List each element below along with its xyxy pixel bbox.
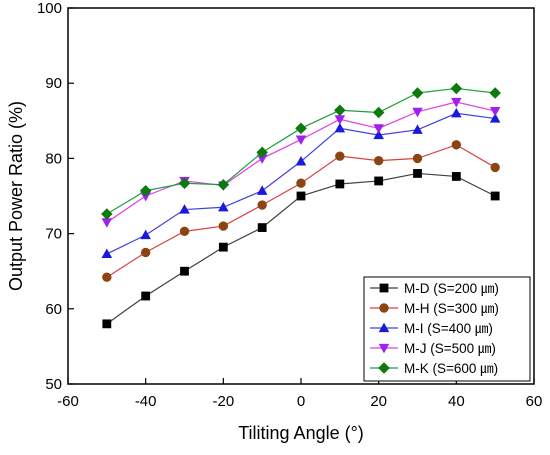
series-2 bbox=[102, 140, 500, 282]
data-point bbox=[451, 172, 461, 181]
data-point bbox=[490, 162, 500, 173]
series-5 bbox=[101, 82, 501, 220]
y-tick-label: 60 bbox=[45, 301, 62, 318]
legend-label: M-J (S=500 ㎛) bbox=[404, 341, 496, 357]
legend: M-D (S=200 ㎛) M-H (S=300 ㎛) M-I (S=400 ㎛) M… bbox=[363, 276, 531, 382]
data-point bbox=[372, 106, 385, 119]
data-point bbox=[257, 200, 267, 210]
x-tick-label: -40 bbox=[135, 393, 157, 410]
data-point bbox=[413, 169, 422, 178]
series-3 bbox=[101, 107, 501, 258]
data-point bbox=[412, 153, 423, 164]
data-point bbox=[218, 201, 229, 212]
y-tick-label: 100 bbox=[37, 0, 62, 17]
data-point bbox=[374, 176, 384, 186]
data-point bbox=[102, 272, 112, 282]
y-tick-label: 90 bbox=[45, 75, 62, 92]
data-point bbox=[378, 343, 390, 354]
data-point bbox=[101, 248, 113, 258]
y-tick-label: 50 bbox=[45, 376, 62, 393]
data-point bbox=[451, 140, 462, 150]
data-point bbox=[379, 303, 389, 313]
data-point bbox=[178, 177, 191, 189]
data-point bbox=[139, 184, 152, 197]
data-point bbox=[335, 151, 345, 161]
data-point bbox=[489, 113, 501, 123]
data-point bbox=[257, 223, 267, 232]
data-point bbox=[140, 229, 151, 240]
data-point bbox=[141, 291, 151, 301]
data-point bbox=[379, 283, 389, 293]
legend-label: M-D (S=200 ㎛) bbox=[404, 281, 499, 297]
data-point bbox=[256, 146, 268, 159]
data-point bbox=[102, 319, 112, 329]
legend-label: M-K (S=600 ㎛) bbox=[404, 361, 498, 377]
data-point bbox=[101, 208, 113, 220]
data-point bbox=[378, 362, 390, 374]
legend-label: M-H (S=300 ㎛) bbox=[404, 301, 499, 317]
data-point bbox=[335, 179, 345, 189]
axis-ticks: -60 -40 -20 0 20 40 60 50 60 70 80 90 100 bbox=[37, 0, 542, 410]
data-point bbox=[489, 106, 501, 117]
data-point bbox=[450, 82, 463, 95]
data-point bbox=[296, 178, 306, 188]
x-tick-label: -20 bbox=[212, 393, 234, 410]
data-point bbox=[378, 322, 390, 333]
data-point bbox=[140, 247, 151, 258]
y-axis-label: Output Power Ratio (%) bbox=[6, 101, 26, 291]
data-point bbox=[295, 122, 307, 135]
x-tick-label: 20 bbox=[370, 393, 387, 410]
data-point bbox=[412, 107, 423, 118]
data-point bbox=[373, 155, 384, 166]
series-layer bbox=[101, 82, 501, 329]
data-point bbox=[411, 87, 424, 99]
legend-label: M-I (S=400 ㎛) bbox=[404, 321, 493, 337]
data-point bbox=[451, 97, 462, 108]
data-point bbox=[180, 266, 189, 276]
data-point bbox=[217, 178, 230, 191]
data-point bbox=[373, 129, 384, 140]
series-1 bbox=[102, 169, 500, 329]
legend-box bbox=[363, 276, 531, 382]
data-point bbox=[490, 191, 500, 201]
x-tick-label: -60 bbox=[57, 393, 79, 410]
x-tick-label: 0 bbox=[297, 393, 305, 410]
data-point bbox=[451, 107, 462, 118]
data-point bbox=[412, 124, 423, 134]
x-tick-label: 60 bbox=[526, 393, 543, 410]
data-point bbox=[256, 185, 268, 195]
data-point bbox=[296, 191, 306, 201]
data-point bbox=[334, 104, 346, 117]
data-point bbox=[179, 226, 190, 237]
data-point bbox=[101, 218, 113, 228]
y-tick-label: 70 bbox=[45, 226, 62, 243]
y-tick-label: 80 bbox=[45, 150, 62, 167]
data-point bbox=[295, 135, 307, 146]
x-tick-label: 40 bbox=[448, 393, 465, 410]
x-axis-label: Tiliting Angle (°) bbox=[238, 423, 364, 443]
data-point bbox=[295, 155, 307, 166]
data-point bbox=[218, 242, 228, 252]
data-point bbox=[373, 124, 384, 134]
data-point bbox=[334, 122, 346, 133]
data-point bbox=[489, 87, 501, 99]
data-point bbox=[218, 221, 229, 231]
data-point bbox=[179, 204, 190, 214]
